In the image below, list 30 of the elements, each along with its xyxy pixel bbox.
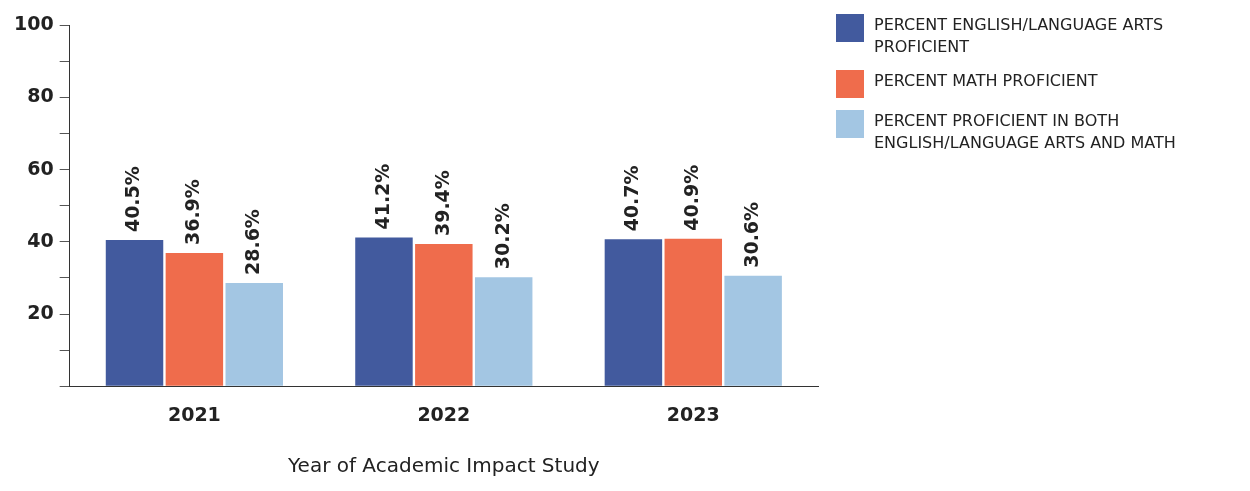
legend-label: PERCENT ENGLISH/LANGUAGE ARTS PROFICIENT (874, 14, 1165, 58)
data-label: 40.9% (680, 164, 703, 231)
y-tick-label: 20 (27, 300, 54, 323)
x-tick-label: 2023 (666, 402, 720, 425)
data-label: 39.4% (430, 170, 453, 237)
y-tick-label: 60 (27, 156, 54, 179)
bar (355, 237, 413, 386)
data-label: 40.5% (121, 166, 144, 233)
data-label: 41.2% (370, 163, 393, 230)
data-label: 36.9% (181, 179, 204, 246)
bar (604, 239, 663, 386)
bar (105, 240, 164, 386)
data-label: 30.6% (740, 201, 763, 268)
legend-label: PERCENT MATH PROFICIENT (874, 70, 1099, 92)
legend-label: PERCENT PROFICIENT IN BOTH ENGLISH/LANGUAGE ARTS AND MATH (874, 110, 1177, 154)
bar (165, 253, 224, 386)
y-tick-label: 80 (27, 84, 54, 107)
bar (664, 238, 723, 386)
bar (724, 275, 782, 386)
x-tick-label: 2022 (417, 402, 471, 425)
x-axis-title: Year of Academic Impact Study (287, 453, 600, 478)
y-tick-label: 40 (27, 228, 54, 251)
y-tick-label: 100 (13, 12, 54, 35)
bar (415, 244, 473, 386)
data-label: 40.7% (620, 165, 643, 232)
data-label: 28.6% (241, 209, 264, 276)
data-label: 30.2% (490, 203, 513, 270)
bar (474, 277, 533, 386)
bar (225, 283, 283, 386)
x-tick-label: 2021 (167, 402, 221, 425)
